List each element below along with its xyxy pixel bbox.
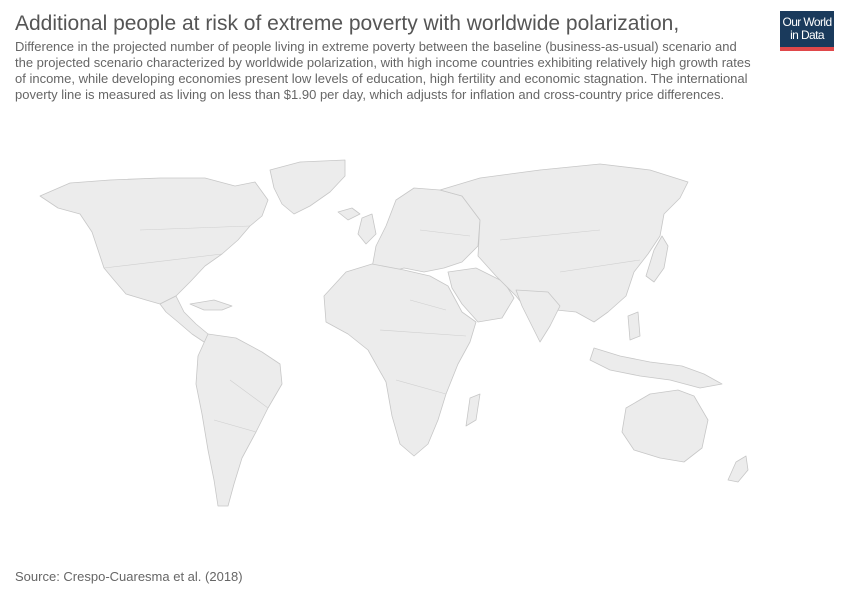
chart-title: Additional people at risk of extreme pov… bbox=[15, 12, 680, 35]
middle-east[interactable] bbox=[447, 267, 515, 323]
logo-line-2: in Data bbox=[790, 28, 824, 42]
iceland[interactable] bbox=[337, 207, 361, 221]
asia[interactable] bbox=[439, 163, 689, 325]
new-zealand[interactable] bbox=[727, 455, 749, 483]
madagascar[interactable] bbox=[465, 393, 481, 427]
southeast-asia-islands[interactable] bbox=[589, 347, 723, 389]
philippines[interactable] bbox=[627, 311, 641, 341]
source-note: Source: Crespo-Cuaresma et al. (2018) bbox=[15, 569, 243, 584]
india[interactable] bbox=[515, 289, 561, 343]
country-borders bbox=[103, 225, 641, 433]
africa[interactable] bbox=[323, 263, 477, 457]
chart-subtitle: Difference in the projected number of pe… bbox=[15, 39, 751, 102]
caribbean-islands[interactable] bbox=[189, 299, 233, 311]
south-america[interactable] bbox=[195, 333, 283, 507]
british-isles[interactable] bbox=[357, 213, 377, 245]
owid-logo[interactable]: Our World in Data bbox=[780, 11, 834, 51]
north-america[interactable] bbox=[39, 177, 269, 305]
europe[interactable] bbox=[371, 187, 481, 273]
logo-line-1: Our World bbox=[782, 15, 832, 29]
logo-accent-bar bbox=[780, 47, 834, 51]
japan[interactable] bbox=[645, 235, 669, 283]
greenland[interactable] bbox=[269, 159, 346, 215]
world-map[interactable] bbox=[0, 150, 850, 530]
australia[interactable] bbox=[621, 389, 709, 463]
